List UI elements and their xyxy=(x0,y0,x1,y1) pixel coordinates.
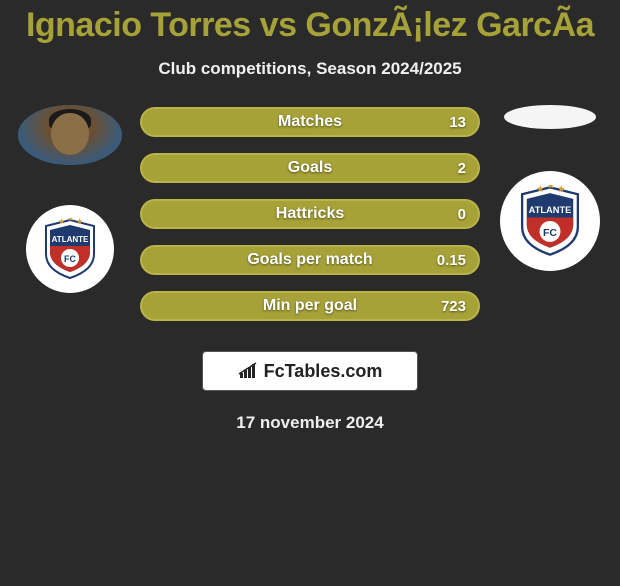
svg-text:★: ★ xyxy=(557,185,565,194)
stat-right-value: 0.15 xyxy=(437,252,466,269)
atlante-badge-icon: ATLANTE FC ★ ★ ★ xyxy=(517,185,583,257)
content-area: ATLANTE FC ★ ★ ★ xyxy=(10,107,610,321)
stats-list: Matches 13 Goals 2 Hattricks 0 Goals per… xyxy=(140,107,480,321)
stat-right-value: 2 xyxy=(458,160,466,177)
comparison-card: Ignacio Torres vs GonzÃ¡lez GarcÃ­a Club… xyxy=(0,6,620,433)
svg-text:FC: FC xyxy=(543,228,557,239)
chart-icon xyxy=(238,362,260,380)
svg-text:★: ★ xyxy=(67,218,74,223)
club-badge-left: ATLANTE FC ★ ★ ★ xyxy=(26,205,114,293)
stat-label: Min per goal xyxy=(263,297,357,315)
page-title: Ignacio Torres vs GonzÃ¡lez GarcÃ­a xyxy=(10,6,610,45)
stat-row-hattricks: Hattricks 0 xyxy=(140,199,480,229)
player-right-column: ATLANTE FC ★ ★ ★ xyxy=(490,105,610,271)
stat-row-gpm: Goals per match 0.15 xyxy=(140,245,480,275)
stat-right-value: 0 xyxy=(458,206,466,223)
stat-label: Goals per match xyxy=(247,251,372,269)
stat-label: Matches xyxy=(278,113,342,131)
svg-text:FC: FC xyxy=(64,254,76,264)
page-subtitle: Club competitions, Season 2024/2025 xyxy=(10,59,610,79)
watermark[interactable]: FcTables.com xyxy=(202,351,418,391)
watermark-text: FcTables.com xyxy=(264,361,383,382)
footer-date: 17 november 2024 xyxy=(10,413,610,433)
stat-right-value: 13 xyxy=(449,114,466,131)
stat-right-value: 723 xyxy=(441,298,466,315)
stat-label: Goals xyxy=(288,159,332,177)
atlante-badge-icon: ATLANTE FC ★ ★ ★ xyxy=(42,218,98,280)
svg-text:★: ★ xyxy=(547,185,555,190)
stat-row-goals: Goals 2 xyxy=(140,153,480,183)
player-left-column: ATLANTE FC ★ ★ ★ xyxy=(10,105,130,293)
svg-text:★: ★ xyxy=(58,218,65,226)
stat-row-matches: Matches 13 xyxy=(140,107,480,137)
player-right-avatar xyxy=(504,105,596,129)
svg-text:ATLANTE: ATLANTE xyxy=(529,205,572,215)
player-left-avatar xyxy=(18,105,122,165)
svg-text:★: ★ xyxy=(536,185,544,194)
avatar-image xyxy=(18,105,122,165)
svg-text:★: ★ xyxy=(76,218,83,226)
club-badge-right: ATLANTE FC ★ ★ ★ xyxy=(500,171,600,271)
svg-text:ATLANTE: ATLANTE xyxy=(52,235,89,244)
stat-label: Hattricks xyxy=(276,205,344,223)
stat-row-mpg: Min per goal 723 xyxy=(140,291,480,321)
